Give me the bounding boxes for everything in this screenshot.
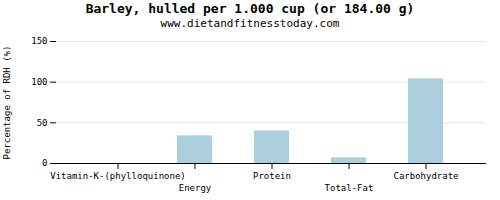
svg-text:0: 0: [42, 158, 47, 168]
svg-text:150: 150: [31, 36, 47, 46]
svg-text:Total-Fat: Total-Fat: [325, 183, 374, 193]
svg-text:Energy: Energy: [179, 183, 212, 193]
svg-text:Protein: Protein: [253, 171, 291, 181]
html-text:www.dietandfitnesstoday.com: www.dietandfitnesstoday.com: [160, 17, 340, 30]
svg-text:Carbohydrate: Carbohydrate: [393, 171, 458, 181]
svg-text:50: 50: [37, 118, 48, 128]
html-text:Barley, hulled per 1.000 cup (: Barley, hulled per 1.000 cup (or 184.00 …: [85, 1, 415, 16]
svg-text:100: 100: [31, 77, 47, 87]
svg-text:Vitamin-K-(phylloquinone): Vitamin-K-(phylloquinone): [50, 171, 185, 181]
svg-text:Percentage of RDH (%): Percentage of RDH (%): [2, 46, 12, 160]
